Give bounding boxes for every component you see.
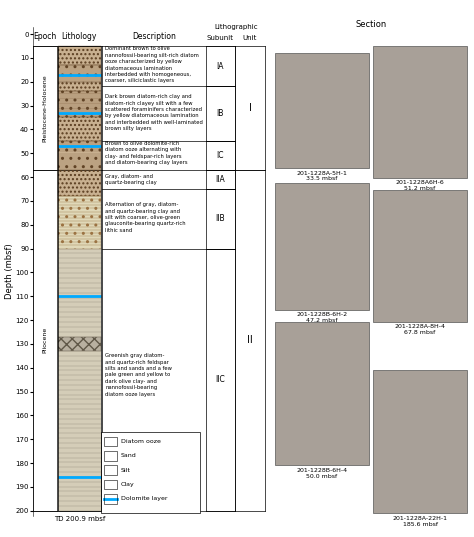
- Text: Pliocene: Pliocene: [43, 327, 47, 353]
- Bar: [58, 337, 100, 351]
- Text: IA: IA: [217, 62, 224, 71]
- Text: Greenish gray diatom-
and quartz-rich feldspar
silts and sands and a few
pale gr: Greenish gray diatom- and quartz-rich fe…: [105, 353, 173, 397]
- Text: Gray, diatom- and
quartz-bearing clay: Gray, diatom- and quartz-bearing clay: [105, 173, 157, 185]
- Bar: [58, 118, 100, 141]
- Text: Unit: Unit: [243, 35, 257, 41]
- Text: TD 200.9 mbsf: TD 200.9 mbsf: [54, 516, 105, 521]
- Bar: [274, 322, 369, 466]
- Text: IB: IB: [217, 110, 224, 118]
- Bar: [58, 46, 100, 65]
- Text: Description: Description: [132, 32, 176, 41]
- Bar: [58, 46, 100, 65]
- Text: IIB: IIB: [216, 214, 225, 223]
- Bar: [58, 46, 100, 511]
- Bar: [58, 249, 100, 337]
- Text: IC: IC: [217, 151, 224, 160]
- Text: Section: Section: [356, 20, 386, 29]
- Bar: [373, 190, 467, 322]
- Bar: [58, 65, 100, 82]
- Text: IIC: IIC: [216, 375, 225, 384]
- Y-axis label: Depth (mbsf): Depth (mbsf): [5, 243, 14, 299]
- Bar: [58, 118, 100, 141]
- Bar: [58, 196, 100, 249]
- Bar: [58, 337, 100, 351]
- Text: Silt: Silt: [121, 468, 131, 473]
- Text: II: II: [247, 335, 253, 345]
- Text: 201-1228B-6H-2
47.2 mbsf: 201-1228B-6H-2 47.2 mbsf: [296, 312, 347, 323]
- Text: Dominant brown to olive
nannofossil-bearing silt-rich diatom
ooze characterized : Dominant brown to olive nannofossil-bear…: [105, 47, 200, 83]
- Text: Dark brown diatom-rich clay and
diatom-rich clayey silt with a few
scattered for: Dark brown diatom-rich clay and diatom-r…: [105, 94, 203, 131]
- Text: IIA: IIA: [216, 175, 225, 184]
- Text: Dolomite layer: Dolomite layer: [121, 496, 167, 502]
- Bar: [104, 480, 117, 489]
- Text: 201-1228A6H-6
51.2 mbsf: 201-1228A6H-6 51.2 mbsf: [396, 180, 445, 191]
- Text: Lithographic: Lithographic: [214, 24, 258, 31]
- Text: Pleistocene-Holocene: Pleistocene-Holocene: [43, 74, 47, 142]
- Bar: [104, 466, 117, 475]
- Text: Epoch: Epoch: [33, 32, 57, 41]
- Text: Diatom ooze: Diatom ooze: [121, 439, 161, 444]
- Bar: [100, 432, 200, 513]
- Bar: [58, 65, 100, 82]
- Text: Clay: Clay: [121, 482, 135, 487]
- Bar: [373, 369, 467, 513]
- Bar: [104, 494, 117, 504]
- Bar: [58, 91, 100, 118]
- Bar: [104, 437, 117, 446]
- Text: I: I: [248, 103, 252, 113]
- Text: Alternation of gray, diatom-
and quartz-bearing clay and
silt with coarser, oliv: Alternation of gray, diatom- and quartz-…: [105, 202, 186, 233]
- Text: 201-1228B-6H-4
50.0 mbsf: 201-1228B-6H-4 50.0 mbsf: [296, 468, 347, 478]
- Bar: [58, 82, 100, 91]
- Bar: [274, 53, 369, 168]
- Text: Brown to olive dolomite-rich
diatom ooze alternating with
clay- and feldspar-ric: Brown to olive dolomite-rich diatom ooze…: [105, 141, 188, 165]
- Text: Sand: Sand: [121, 453, 137, 459]
- Bar: [58, 82, 100, 91]
- Bar: [274, 183, 369, 310]
- Bar: [104, 480, 117, 489]
- Bar: [58, 141, 100, 170]
- Text: 201-1228A-8H-4
67.8 mbsf: 201-1228A-8H-4 67.8 mbsf: [394, 324, 446, 335]
- Text: Lithology: Lithology: [62, 32, 97, 41]
- Bar: [58, 170, 100, 196]
- Text: 201-1228A-22H-1
185.6 mbsf: 201-1228A-22H-1 185.6 mbsf: [392, 516, 447, 527]
- Text: 201-1228A-5H-1
33.5 mbsf: 201-1228A-5H-1 33.5 mbsf: [296, 171, 347, 182]
- Bar: [104, 451, 117, 461]
- Bar: [104, 451, 117, 461]
- Bar: [58, 196, 100, 249]
- Bar: [58, 141, 100, 170]
- Bar: [58, 351, 100, 511]
- Bar: [58, 170, 100, 196]
- Bar: [104, 437, 117, 446]
- Bar: [104, 480, 117, 489]
- Bar: [104, 466, 117, 475]
- Bar: [104, 437, 117, 446]
- Bar: [58, 91, 100, 118]
- Text: Subunit: Subunit: [207, 35, 234, 41]
- Bar: [104, 451, 117, 461]
- Bar: [373, 46, 467, 178]
